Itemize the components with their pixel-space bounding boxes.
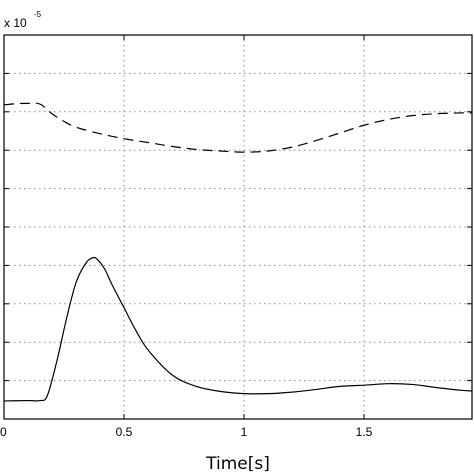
x-axis-title: Time[s] xyxy=(205,454,270,474)
x-tick-label: 1 xyxy=(241,425,248,439)
x-tick-labels: 0 0.5 1 1.5 xyxy=(0,425,373,439)
x-tick-label: 0 xyxy=(0,425,7,439)
x-tick-label: 0.5 xyxy=(116,425,133,439)
dashed-series-line xyxy=(3,102,473,153)
series-layer xyxy=(3,102,473,402)
grid-lines xyxy=(4,35,472,419)
solid-series-line xyxy=(3,256,473,402)
y-exponent-power: -5 xyxy=(34,10,42,19)
x-tick-label: 1.5 xyxy=(356,425,373,439)
axis-ticks xyxy=(3,35,472,419)
y-exponent-base: x 10 xyxy=(4,16,27,30)
